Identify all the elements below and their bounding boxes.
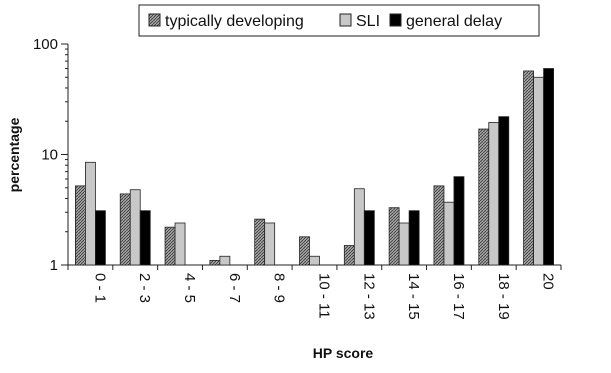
legend-swatch-general-delay (389, 13, 402, 27)
x-tick-label: 8 - 9 (271, 273, 288, 303)
bar-sli (309, 255, 320, 266)
bar-sli (353, 188, 365, 266)
bar-typically-developing (75, 185, 86, 266)
bar-sli (219, 255, 231, 266)
bar-general-delay (453, 176, 465, 266)
bar-general-delay (139, 210, 151, 266)
bar-typically-developing (343, 245, 355, 266)
x-axis-title: HP score (313, 345, 374, 361)
x-tick-label: 18 - 19 (495, 273, 512, 320)
bar-typically-developing (523, 70, 534, 266)
bar-typically-developing (299, 236, 310, 266)
bar-typically-developing (433, 185, 445, 266)
bar-general-delay (95, 210, 106, 266)
bar-general-delay (363, 210, 375, 266)
bar-typically-developing (478, 128, 490, 266)
x-tick-label: 12 - 13 (360, 273, 377, 320)
bar-sli (443, 201, 455, 266)
x-tick-label: 10 - 11 (316, 273, 333, 319)
bar-sli (129, 189, 141, 266)
bar-sli (533, 76, 544, 266)
plot-area: 1 10 100 0 - 1 2 - 3 4 - 5 6 - 7 8 - 9 10 - 11 12… (33, 36, 562, 320)
x-tick-label: 4 - 5 (181, 273, 198, 303)
legend-swatch-typically-developing (148, 13, 161, 27)
y-tick-label: 1 (50, 257, 58, 274)
bar-sli (85, 161, 96, 266)
legend-swatch-sli (339, 13, 352, 27)
legend-label-general-delay: general delay (406, 13, 502, 30)
bar-sli (488, 122, 500, 266)
bar-general-delay (498, 116, 510, 266)
bar-typically-developing (388, 207, 400, 266)
x-tick-label: 6 - 7 (226, 273, 243, 303)
bar-typically-developing (164, 226, 176, 266)
legend: typically developing SLI general delay (138, 4, 540, 37)
x-tick-label: 14 - 15 (405, 273, 422, 320)
legend-label-typically-developing: typically developing (165, 13, 304, 30)
bar-general-delay (543, 68, 554, 266)
bar-typically-developing (119, 193, 131, 266)
bar-typically-developing (209, 260, 221, 266)
bar-typically-developing (254, 218, 266, 266)
x-tick-label: 2 - 3 (136, 273, 153, 303)
y-tick-label: 10 (41, 147, 58, 164)
bar-general-delay (408, 210, 420, 266)
x-tick-label: 16 - 17 (450, 273, 467, 320)
bar-sli (264, 222, 276, 266)
x-tick-label: 0 - 1 (91, 273, 108, 303)
y-tick-label: 100 (33, 36, 58, 53)
legend-label-sli: SLI (356, 13, 380, 30)
legend-box (138, 4, 540, 37)
bar-sli (398, 222, 410, 266)
bar-sli (174, 222, 186, 266)
x-tick-label: 20 (540, 273, 557, 290)
y-axis-title: percentage (6, 117, 22, 192)
